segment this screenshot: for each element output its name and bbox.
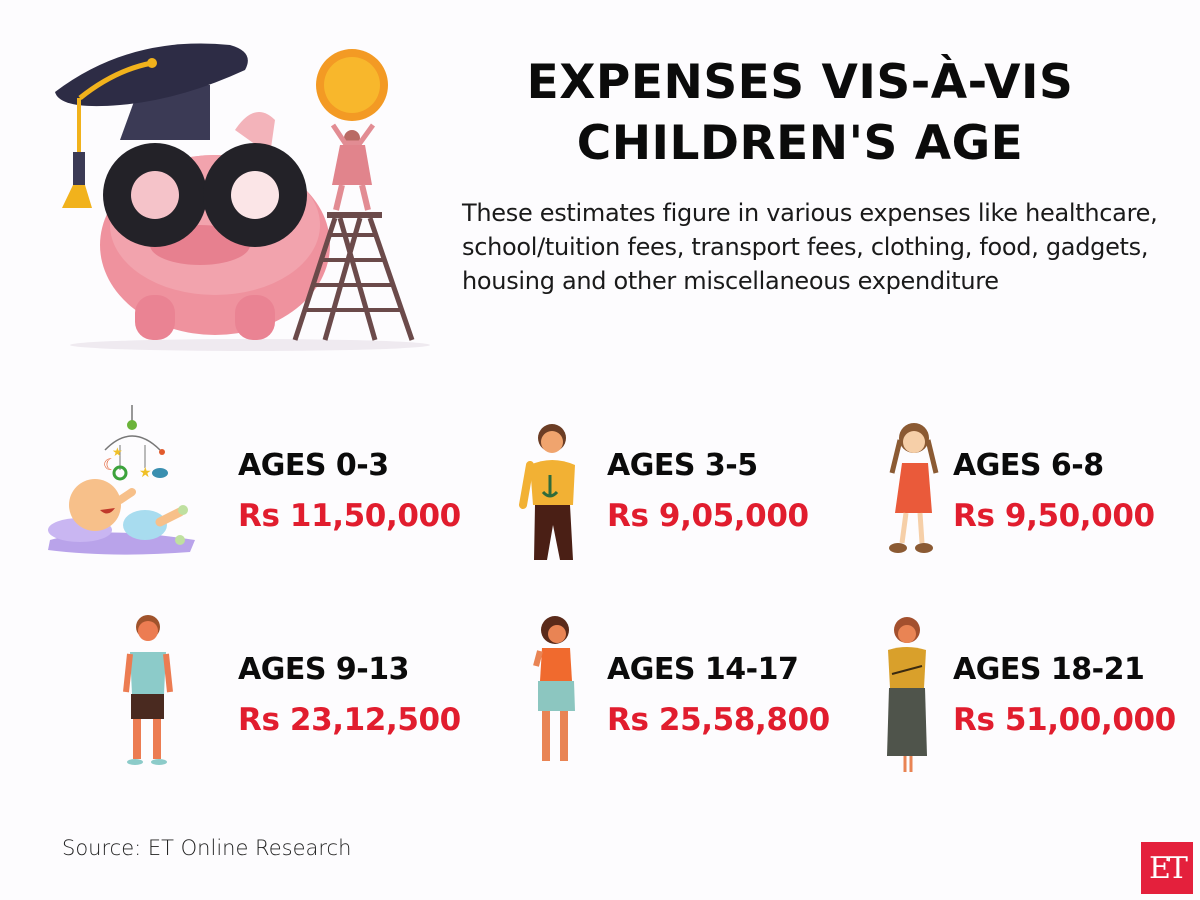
source-note: Source: ET Online Research — [62, 836, 352, 860]
age-card-18-21-text: AGES 18-21 Rs 51,00,000 — [953, 652, 1200, 822]
age-amount: Rs 23,12,500 — [238, 702, 461, 738]
age-amount: Rs 9,05,000 — [607, 498, 809, 534]
age-card-9-13-text: AGES 9-13 Rs 23,12,500 — [238, 652, 598, 822]
title-line-2: CHILDREN'S AGE — [576, 116, 1024, 171]
age-card-3-5 — [515, 420, 585, 590]
age-label: AGES 14-17 — [607, 652, 799, 687]
page-title: EXPENSES VIS-À-VIS CHILDREN'S AGE — [440, 52, 1160, 174]
svg-text:★: ★ — [112, 445, 123, 459]
svg-text:★: ★ — [139, 465, 152, 481]
young-girl-icon — [880, 418, 940, 562]
age-card-14-17 — [530, 616, 585, 786]
age-card-0-3-text: AGES 0-3 Rs 11,50,000 — [238, 448, 598, 618]
young-woman-icon — [884, 616, 930, 780]
age-label: AGES 18-21 — [953, 652, 1145, 687]
baby-with-mobile-icon: ☾ ★ ★ — [40, 400, 210, 569]
age-card-3-5-text: AGES 3-5 Rs 9,05,000 — [607, 448, 967, 618]
age-card-18-21 — [884, 616, 934, 786]
age-amount: Rs 51,00,000 — [953, 702, 1176, 738]
age-label: AGES 6-8 — [953, 448, 1104, 483]
age-card-6-8 — [880, 418, 950, 588]
description-text: These estimates figure in various expens… — [462, 199, 1158, 295]
et-logo-text: ET — [1149, 850, 1188, 886]
age-card-9-13 — [120, 614, 180, 784]
age-amount: Rs 9,50,000 — [953, 498, 1155, 534]
et-logo: ET — [1141, 842, 1193, 894]
age-label: AGES 3-5 — [607, 448, 758, 483]
svg-text:☾: ☾ — [103, 455, 117, 474]
teen-girl-icon — [530, 616, 580, 775]
age-amount: Rs 11,50,000 — [238, 498, 461, 534]
title-line-1: EXPENSES VIS-À-VIS — [526, 55, 1074, 110]
age-label: AGES 9-13 — [238, 652, 409, 687]
piggy-bank-graduation-illustration — [40, 30, 460, 360]
preteen-boy-icon — [120, 614, 175, 773]
age-label: AGES 0-3 — [238, 448, 389, 483]
toddler-boy-icon — [515, 420, 585, 569]
age-card-0-3: ☾ ★ ★ — [40, 400, 400, 570]
age-amount: Rs 25,58,800 — [607, 702, 830, 738]
age-card-6-8-text: AGES 6-8 Rs 9,50,000 — [953, 448, 1200, 618]
age-card-14-17-text: AGES 14-17 Rs 25,58,800 — [607, 652, 967, 822]
